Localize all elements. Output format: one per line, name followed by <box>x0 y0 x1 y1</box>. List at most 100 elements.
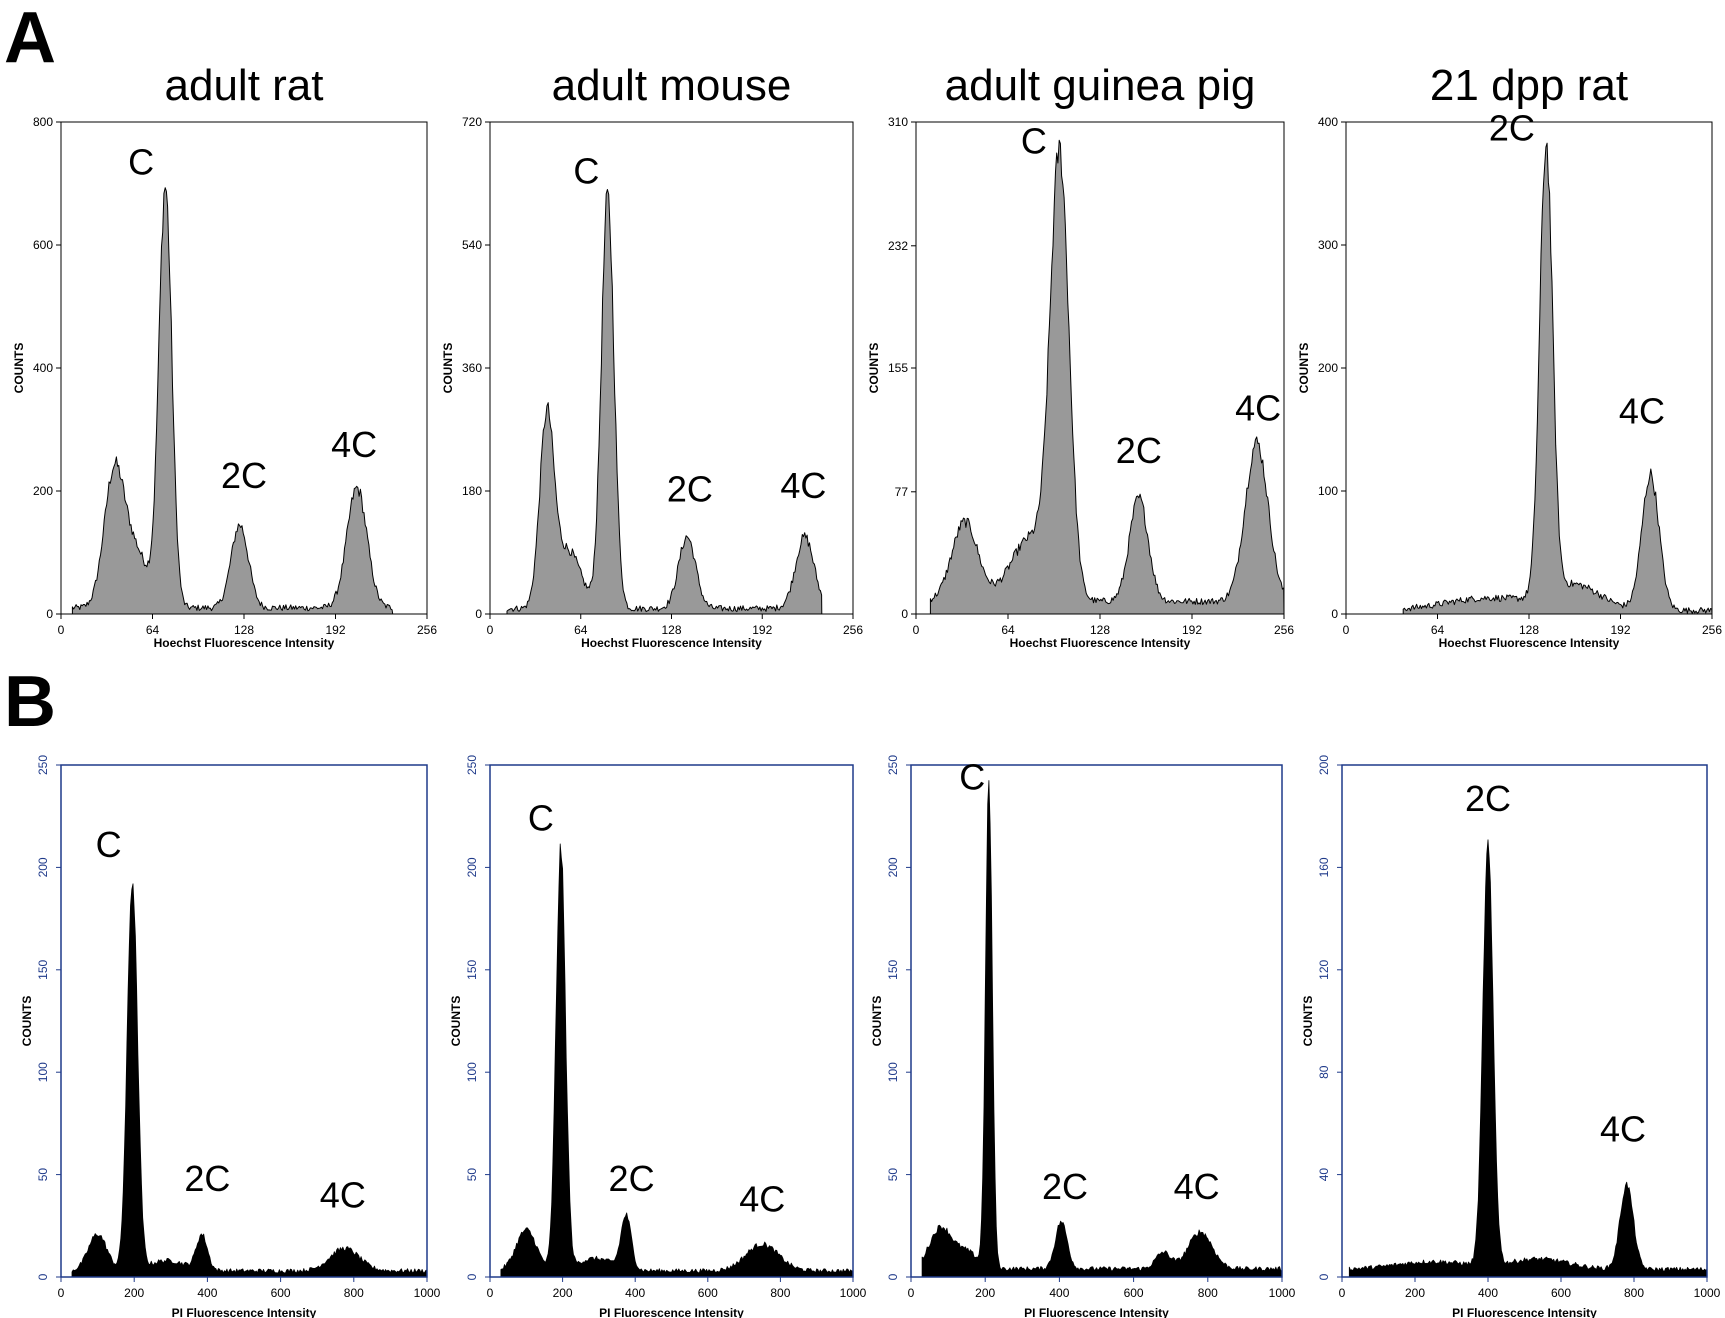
chart-8-xtick-label-400: 400 <box>1478 1286 1498 1300</box>
chart-1-histogram <box>71 187 394 615</box>
chart-2-ytick-label-0: 0 <box>475 607 482 621</box>
chart-3-peak-label-2c: 2C <box>1116 430 1162 471</box>
panel-letter-a: A <box>4 0 56 78</box>
chart-5-peak-label-4c: 4C <box>320 1174 366 1215</box>
chart-4-ylabel: COUNTS <box>1297 343 1311 394</box>
chart-6-peak-label-4c: 4C <box>739 1178 785 1219</box>
chart-7-xtick-label-0: 0 <box>908 1286 915 1300</box>
chart-7-peak-label-c: C <box>959 757 985 798</box>
chart-7-histogram <box>921 780 1283 1278</box>
chart-3-histogram <box>929 139 1285 615</box>
chart-7-xlabel: PI Fluorescence Intensity <box>1024 1306 1169 1318</box>
chart-8-ytick-label-40: 40 <box>1317 1168 1331 1182</box>
chart-3-xtick-label-64: 64 <box>1001 623 1015 637</box>
chart-2-title: adult mouse <box>552 61 792 110</box>
chart-4-ytick-label-300: 300 <box>1318 238 1338 252</box>
chart-4-ytick-label-0: 0 <box>1331 607 1338 621</box>
chart-5-xtick-label-0: 0 <box>58 1286 65 1300</box>
chart-5-histogram <box>71 883 428 1278</box>
chart-6-ytick-label-150: 150 <box>465 959 479 979</box>
chart-6-ytick-label-0: 0 <box>465 1273 479 1280</box>
chart-1-xtick-label-0: 0 <box>58 623 65 637</box>
chart-7-ytick-label-0: 0 <box>886 1273 900 1280</box>
chart-7-peak-label-2c: 2C <box>1042 1166 1088 1207</box>
chart-7-xtick-label-600: 600 <box>1124 1286 1144 1300</box>
chart-3-xtick-label-128: 128 <box>1090 623 1110 637</box>
chart-6-peak-label-2c: 2C <box>609 1158 655 1199</box>
chart-8-xtick-label-200: 200 <box>1405 1286 1425 1300</box>
chart-2-peak-label-c: C <box>573 151 599 192</box>
chart-1-xtick-label-192: 192 <box>325 623 345 637</box>
chart-4-xtick-label-0: 0 <box>1343 623 1350 637</box>
chart-7-ytick-label-100: 100 <box>886 1062 900 1082</box>
chart-4-xtick-label-128: 128 <box>1519 623 1539 637</box>
chart-2-xtick-label-0: 0 <box>487 623 494 637</box>
chart-1-ytick-label-600: 600 <box>33 238 53 252</box>
chart-7-ylabel: COUNTS <box>870 996 884 1047</box>
chart-6-xtick-label-400: 400 <box>625 1286 645 1300</box>
chart-3-xtick-label-0: 0 <box>913 623 920 637</box>
chart-8-xtick-label-0: 0 <box>1339 1286 1346 1300</box>
chart-3-ytick-label-232: 232 <box>888 239 908 253</box>
chart-8-xlabel: PI Fluorescence Intensity <box>1452 1306 1597 1318</box>
chart-8-plot-frame <box>1341 764 1708 1278</box>
chart-7-xtick-label-200: 200 <box>975 1286 995 1300</box>
chart-6-plot-frame <box>489 764 854 1278</box>
chart-5-xtick-label-600: 600 <box>271 1286 291 1300</box>
chart-6-xtick-label-1000: 1000 <box>840 1286 867 1300</box>
chart-7-ytick-label-200: 200 <box>886 857 900 877</box>
chart-1-xtick-label-256: 256 <box>417 623 437 637</box>
chart-5-ytick-label-150: 150 <box>36 959 50 979</box>
chart-4-xtick-label-256: 256 <box>1702 623 1722 637</box>
chart-4-xlabel: Hoechst Fluorescence Intensity <box>1439 636 1620 650</box>
chart-5-ylabel: COUNTS <box>20 996 34 1047</box>
chart-4-xtick-label-64: 64 <box>1431 623 1445 637</box>
chart-6-histogram <box>500 843 854 1278</box>
chart-4-peak-label-2c: 2C <box>1489 107 1535 148</box>
chart-3-ytick-label-155: 155 <box>888 361 908 375</box>
chart-5-plot-frame <box>60 764 428 1278</box>
chart-5-xtick-label-200: 200 <box>124 1286 144 1300</box>
chart-8-histogram <box>1348 839 1708 1278</box>
chart-4-peak-label-4c: 4C <box>1619 390 1665 431</box>
panel-letter-b: B <box>4 662 56 742</box>
chart-2-xlabel: Hoechst Fluorescence Intensity <box>581 636 762 650</box>
chart-3-ylabel: COUNTS <box>867 343 881 394</box>
chart-1-peak-label-2c: 2C <box>221 455 267 496</box>
chart-7-ytick-label-250: 250 <box>886 755 900 775</box>
chart-6-ytick-label-100: 100 <box>465 1062 479 1082</box>
chart-1-ytick-label-400: 400 <box>33 361 53 375</box>
chart-8-ytick-label-200: 200 <box>1317 755 1331 775</box>
chart-7-peak-label-4c: 4C <box>1174 1166 1220 1207</box>
chart-2-xtick-label-192: 192 <box>752 623 772 637</box>
chart-2-peak-label-4c: 4C <box>780 465 826 506</box>
chart-3-xlabel: Hoechst Fluorescence Intensity <box>1010 636 1191 650</box>
chart-1-xlabel: Hoechst Fluorescence Intensity <box>154 636 335 650</box>
chart-3-ytick-label-310: 310 <box>888 115 908 129</box>
chart-8-xtick-label-600: 600 <box>1551 1286 1571 1300</box>
chart-1-xtick-label-64: 64 <box>146 623 160 637</box>
chart-7-xtick-label-1000: 1000 <box>1269 1286 1296 1300</box>
chart-6-xtick-label-0: 0 <box>487 1286 494 1300</box>
chart-3-xtick-label-192: 192 <box>1182 623 1202 637</box>
chart-5-ytick-label-0: 0 <box>36 1273 50 1280</box>
chart-7-ytick-label-150: 150 <box>886 959 900 979</box>
chart-6-ytick-label-50: 50 <box>465 1168 479 1182</box>
chart-7-xtick-label-400: 400 <box>1049 1286 1069 1300</box>
chart-6-xtick-label-800: 800 <box>770 1286 790 1300</box>
chart-8-ytick-label-160: 160 <box>1317 857 1331 877</box>
chart-8-ytick-label-0: 0 <box>1317 1273 1331 1280</box>
chart-2-xtick-label-128: 128 <box>661 623 681 637</box>
chart-5-xtick-label-800: 800 <box>344 1286 364 1300</box>
chart-1-ytick-label-800: 800 <box>33 115 53 129</box>
chart-5-ytick-label-50: 50 <box>36 1168 50 1182</box>
chart-5-xlabel: PI Fluorescence Intensity <box>172 1306 317 1318</box>
chart-4-histogram <box>1402 142 1713 615</box>
chart-7-xtick-label-800: 800 <box>1198 1286 1218 1300</box>
chart-8-ytick-label-80: 80 <box>1317 1065 1331 1079</box>
chart-2-ytick-label-360: 360 <box>462 361 482 375</box>
chart-2-ytick-label-720: 720 <box>462 115 482 129</box>
chart-3-title: adult guinea pig <box>945 61 1256 110</box>
chart-2-xtick-label-256: 256 <box>843 623 863 637</box>
